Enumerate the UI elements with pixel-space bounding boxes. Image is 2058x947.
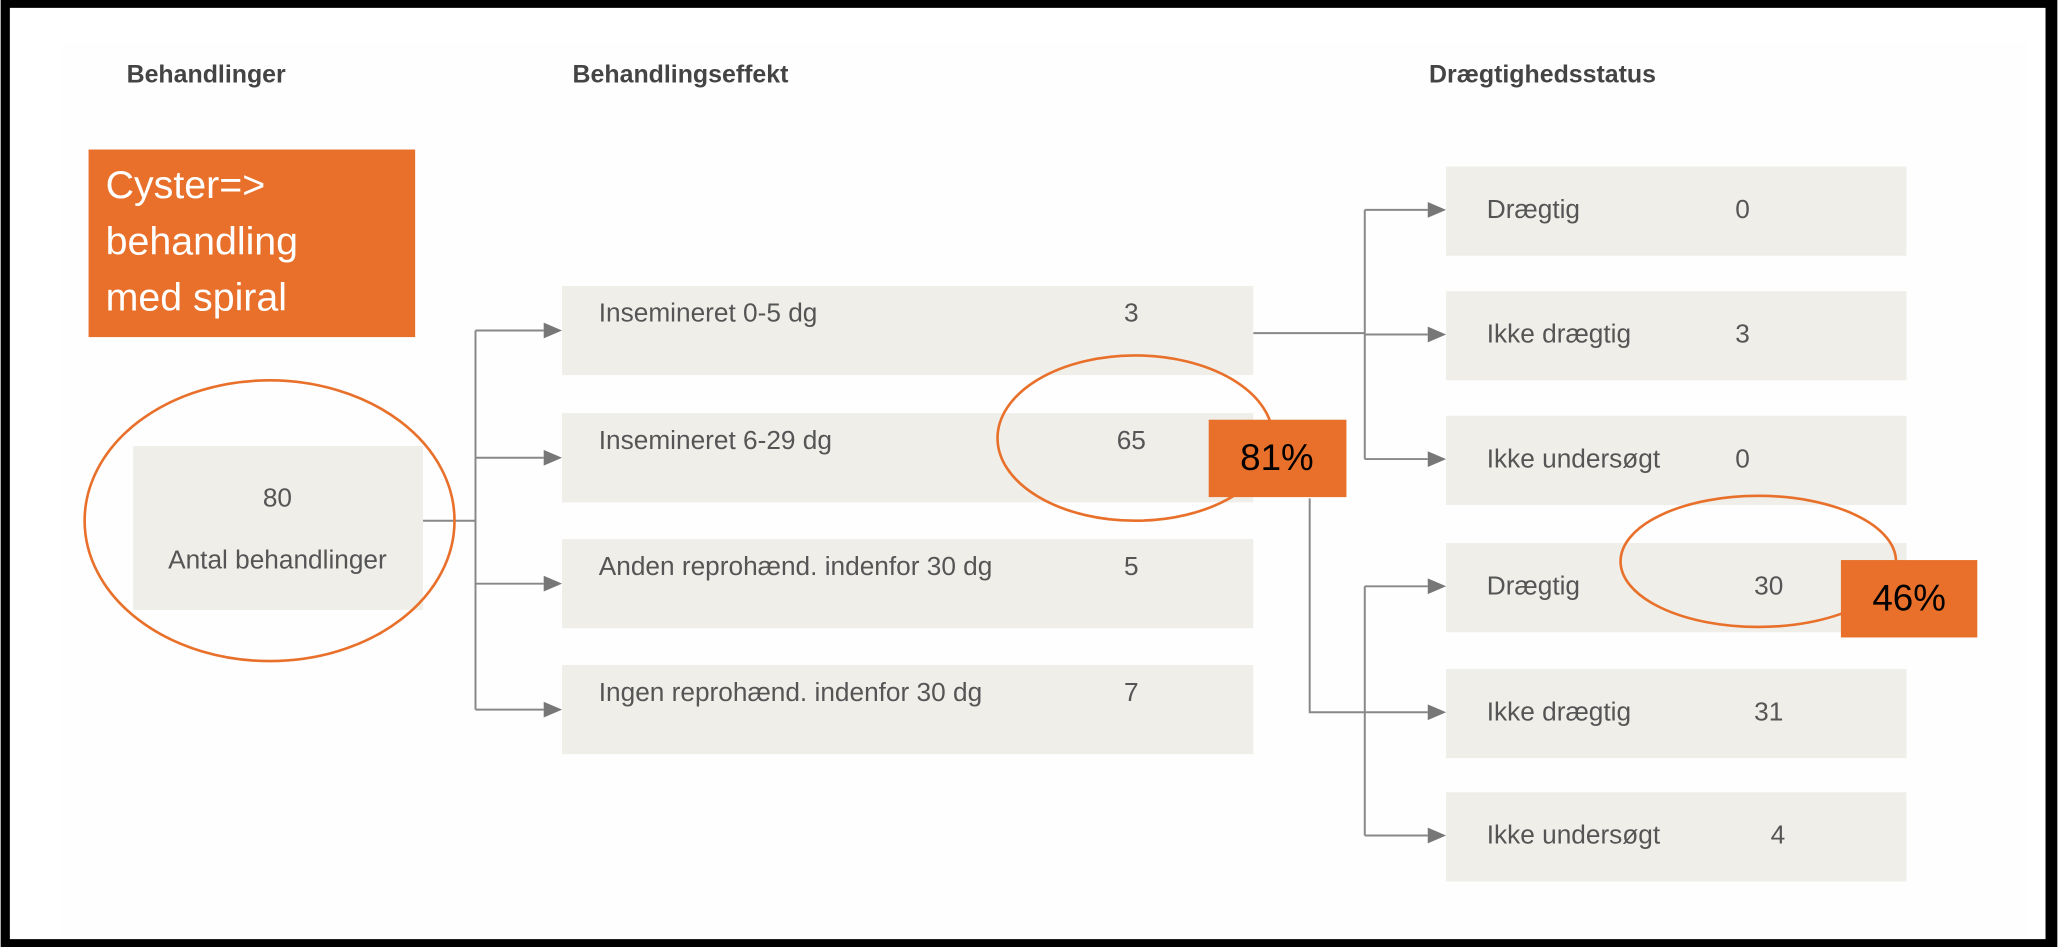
arrowhead [1427, 326, 1447, 343]
root-label: Antal behandlinger [168, 544, 387, 574]
effect-value: 5 [1124, 551, 1139, 581]
effect-label: Ingen reprohænd. indenfor 30 dg [599, 677, 982, 707]
effect-value: 65 [1117, 425, 1146, 455]
effect-box [562, 413, 1254, 503]
arrowhead [543, 449, 563, 466]
status-label: Ikke undersøgt [1487, 443, 1661, 473]
status-box [1446, 166, 1907, 256]
highlight-ring [83, 379, 456, 663]
diagram: Behandlinger Behandlingseffekt Drægtigheds… [83, 61, 1978, 882]
effect-box [562, 285, 1254, 376]
status-value: 0 [1735, 194, 1750, 224]
arrowhead [1427, 201, 1447, 218]
status-value: 31 [1754, 696, 1783, 726]
arrowhead [1427, 704, 1447, 721]
effect-label: Anden reprohænd. indenfor 30 dg [599, 551, 993, 581]
status-label: Ikke drægtig [1487, 319, 1631, 349]
effect-label: Insemineret 6-29 dg [599, 425, 832, 455]
column-header: Behandlinger [127, 61, 286, 89]
arrowhead [543, 701, 563, 718]
annotation-text: med spiral [106, 276, 287, 320]
root-box [133, 445, 424, 610]
status-value: 4 [1771, 820, 1786, 850]
effect-value: 7 [1124, 677, 1139, 707]
percent-text: 81% [1240, 437, 1313, 478]
percent-box [1840, 560, 1978, 638]
connector [1308, 498, 1366, 836]
status-box [1446, 291, 1907, 381]
status-box [1446, 668, 1907, 759]
arrowhead [543, 322, 563, 339]
effect-value: 3 [1124, 298, 1139, 328]
annotation-text: Cyster=> [106, 163, 266, 207]
percent-box [1208, 419, 1347, 498]
connector [423, 330, 477, 710]
annotation-box [88, 149, 416, 338]
arrowhead [1427, 578, 1447, 595]
status-label: Drægtig [1487, 571, 1580, 601]
status-label: Drægtig [1487, 194, 1580, 224]
arrowhead [543, 575, 563, 592]
status-label: Ikke undersøgt [1487, 820, 1661, 850]
column-header: Behandlingseffekt [573, 61, 789, 89]
status-value: 30 [1754, 571, 1783, 601]
effect-label: Insemineret 0-5 dg [599, 298, 818, 328]
status-label: Ikke drægtig [1487, 696, 1631, 726]
root-value: 80 [263, 483, 292, 513]
effect-box [562, 539, 1254, 629]
annotation-text: behandling [106, 219, 298, 263]
status-box [1446, 792, 1907, 882]
percent-text: 46% [1872, 577, 1946, 618]
column-header: Drægtighedsstatus [1429, 61, 1656, 89]
arrowhead [1427, 827, 1447, 844]
status-value: 0 [1735, 443, 1750, 473]
arrowhead [1427, 451, 1447, 467]
status-box [1446, 415, 1907, 505]
effect-box [562, 664, 1254, 755]
status-value: 3 [1735, 319, 1750, 349]
